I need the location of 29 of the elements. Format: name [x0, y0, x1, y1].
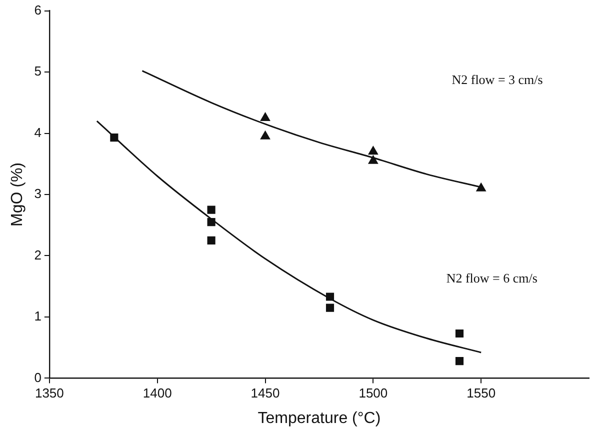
point [326, 292, 334, 301]
x-tick-label: 1350 [34, 386, 64, 401]
point [476, 182, 486, 192]
point [455, 357, 464, 366]
point [110, 134, 118, 142]
annotation: N2 flow = 3 cm/s [452, 72, 543, 88]
y-tick-label: 6 [34, 2, 42, 18]
y-tick-label: 3 [34, 186, 42, 202]
y-tick-label: 5 [34, 64, 42, 79]
x-tick-label: 1550 [466, 386, 496, 401]
x-tick-label: 1450 [250, 386, 280, 401]
annotation: N2 flow = 6 cm/s [446, 270, 538, 286]
point [260, 112, 270, 121]
point [207, 218, 216, 226]
y-tick-label: 0 [34, 370, 42, 385]
point [368, 155, 378, 164]
y-tick-label: 2 [34, 247, 42, 262]
point [455, 329, 464, 338]
x-tick-label: 1500 [358, 386, 388, 401]
x-axis-title: Temperature (°C) [258, 410, 381, 427]
point [368, 146, 378, 155]
point [326, 304, 334, 312]
y-tick-label: 1 [34, 308, 42, 324]
point [260, 130, 270, 140]
y-axis-title: MgO (%) [9, 162, 26, 226]
point [207, 206, 216, 214]
y-tick-label: 4 [34, 124, 42, 140]
x-tick-label: 1400 [142, 386, 172, 401]
point [207, 236, 216, 244]
